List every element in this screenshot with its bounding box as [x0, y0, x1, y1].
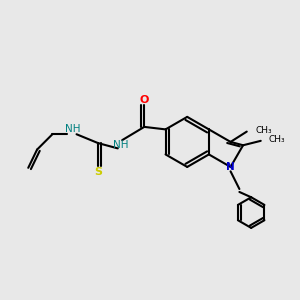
- Text: CH₃: CH₃: [255, 126, 272, 135]
- Text: NH: NH: [65, 124, 81, 134]
- Text: N: N: [226, 162, 235, 172]
- Text: NH: NH: [113, 140, 128, 150]
- Text: O: O: [140, 94, 149, 104]
- Text: CH₃: CH₃: [269, 135, 286, 144]
- Text: S: S: [94, 167, 102, 177]
